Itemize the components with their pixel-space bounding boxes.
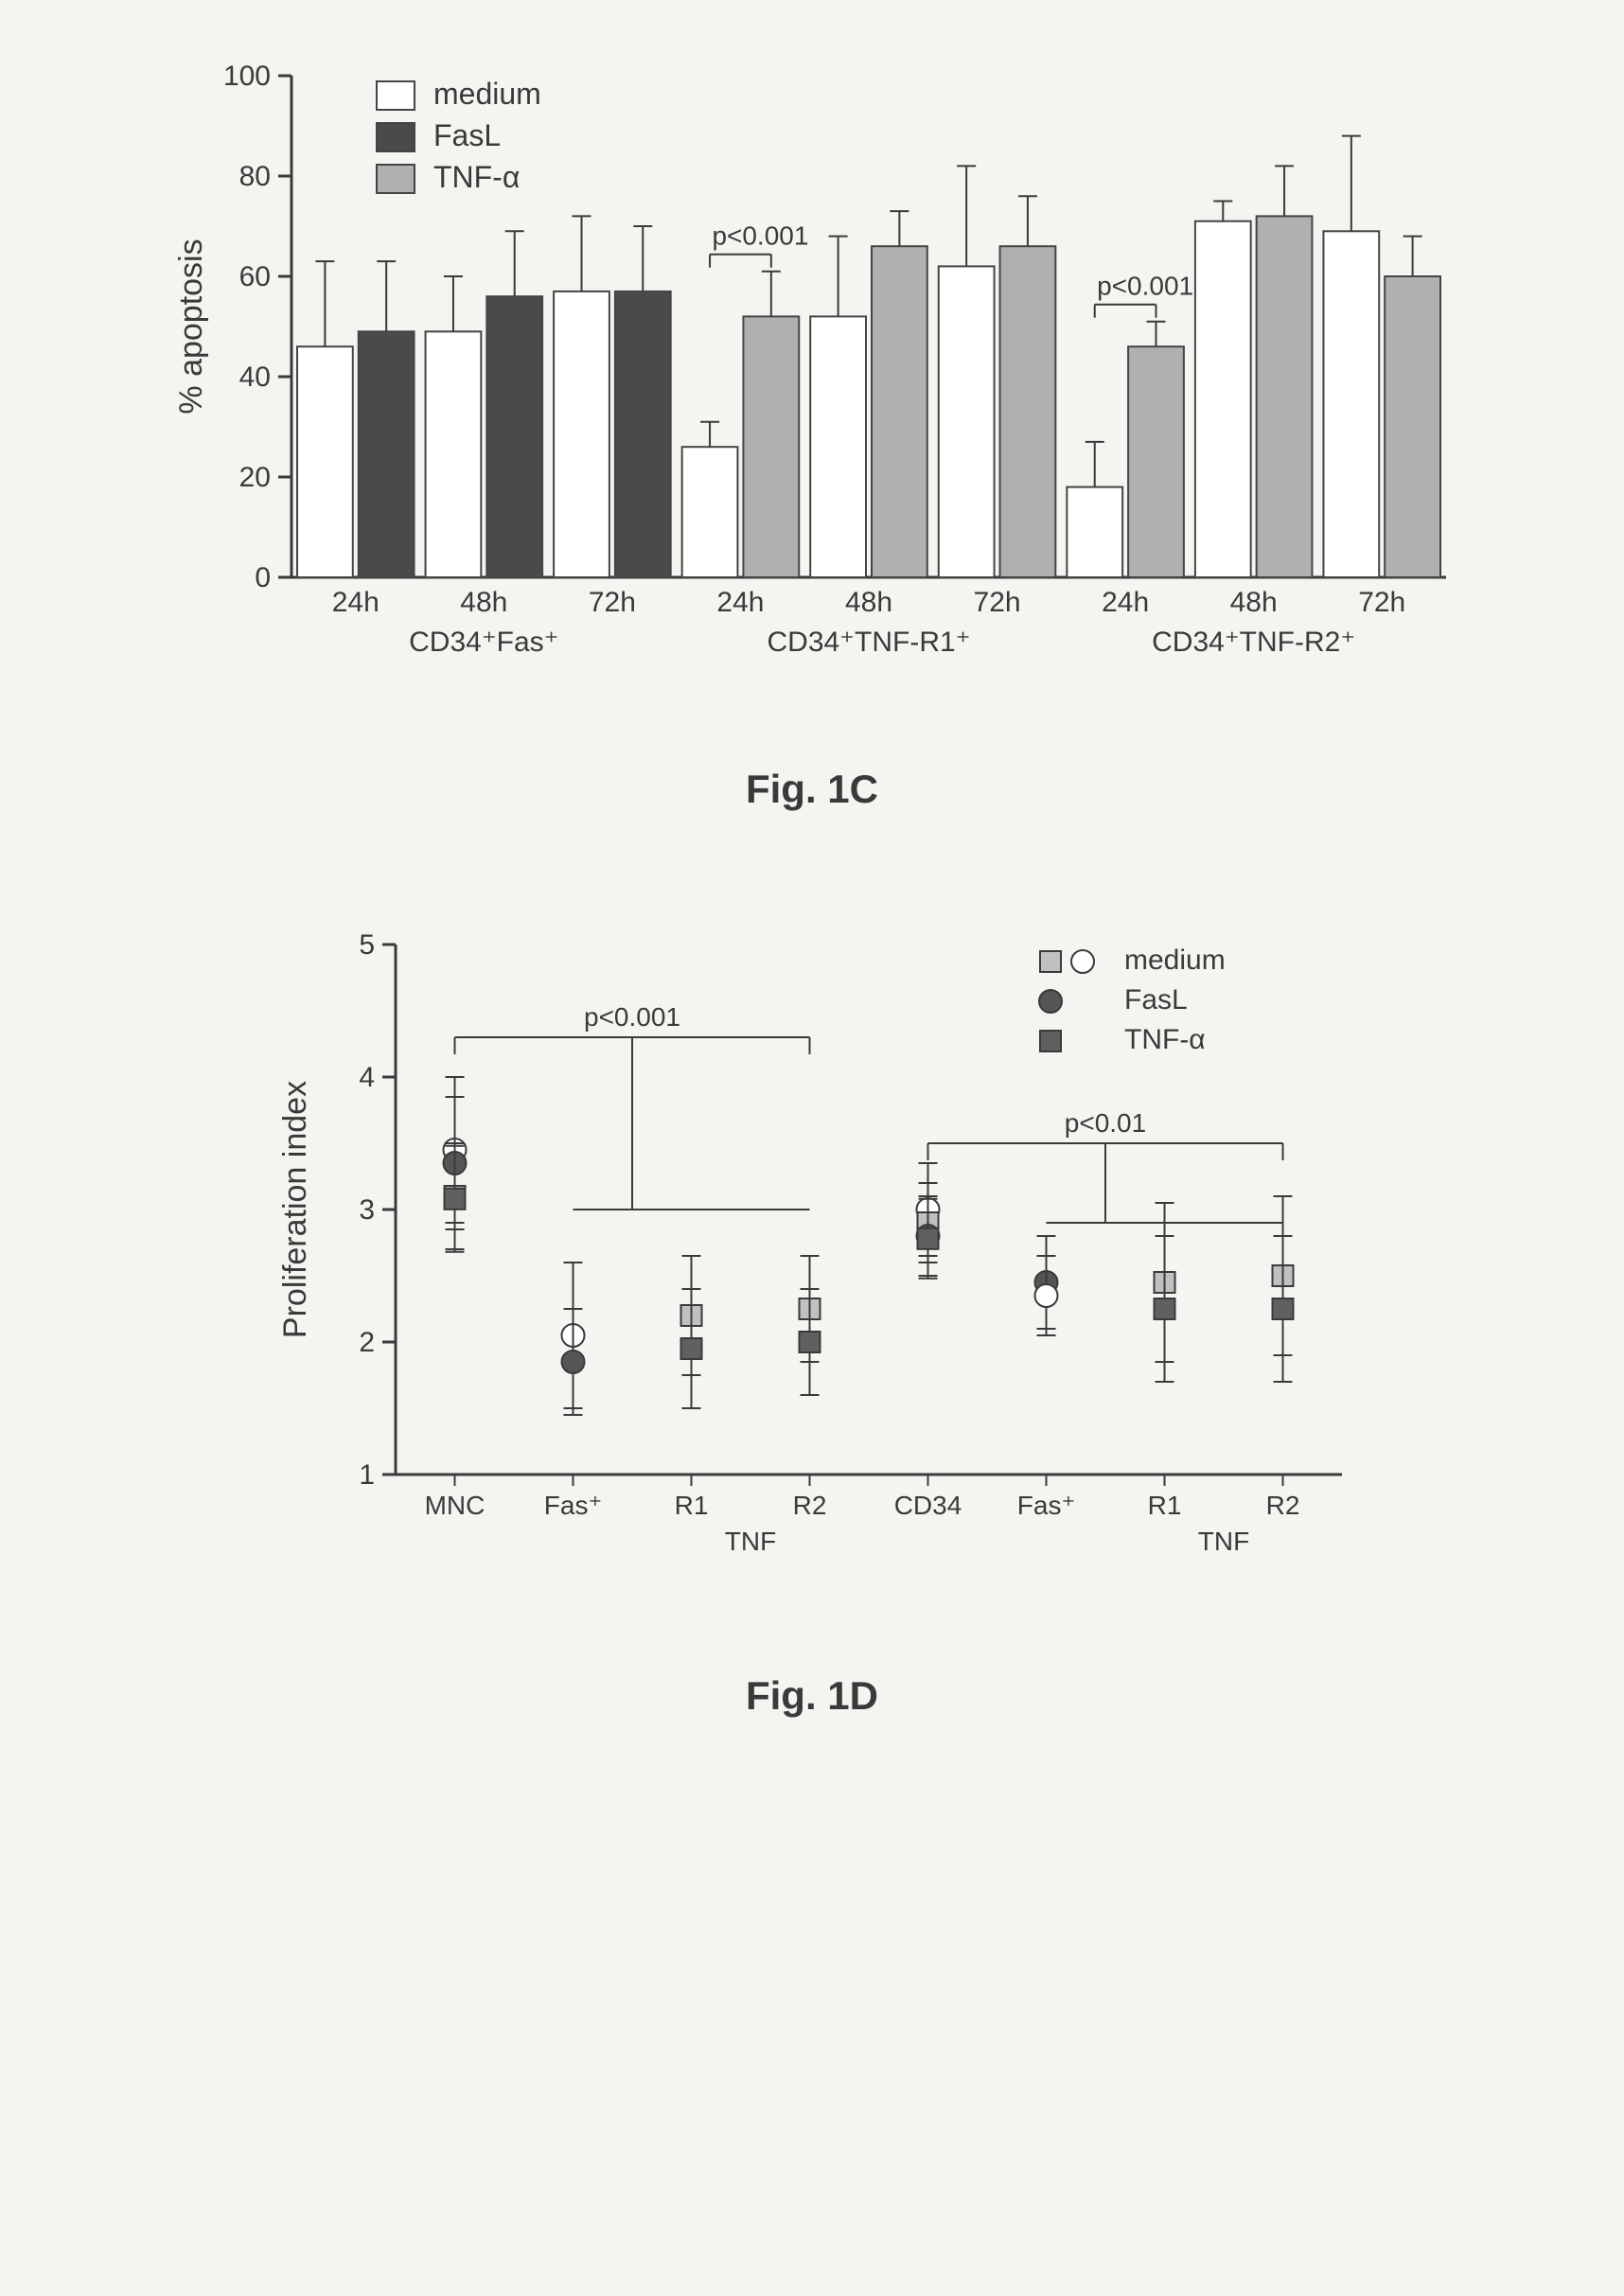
xtick-label: 48h: [845, 587, 892, 618]
bar: [615, 291, 671, 577]
data-point: [562, 1351, 585, 1373]
bar: [743, 316, 799, 577]
xtick-label: Fas⁺: [544, 1491, 602, 1520]
xtick-label: R1: [1148, 1491, 1182, 1520]
sig-label: p<0.01: [1065, 1108, 1146, 1138]
y-axis-label: Proliferation index: [277, 1081, 313, 1338]
data-point: [1273, 1298, 1294, 1319]
data-point: [1039, 990, 1062, 1013]
ytick-label: 60: [239, 261, 271, 292]
xtick-label: 48h: [460, 587, 507, 618]
xtick-label: 24h: [332, 587, 380, 618]
y-axis-label: % apoptosis: [173, 238, 209, 414]
figure-1c-container: 0 20 40 60 80 100 % apoptosis 24h 48h 72h CD34⁺Fas…: [38, 38, 1586, 812]
bar: [682, 447, 738, 577]
legend-label: medium: [1124, 945, 1226, 976]
ytick-label: 20: [239, 462, 271, 493]
bar: [1385, 276, 1440, 577]
legend-label: FasL: [1124, 984, 1188, 1016]
group-label: CD34⁺Fas⁺: [409, 627, 558, 658]
ytick-label: 4: [359, 1062, 375, 1093]
xtick-label: R1: [675, 1491, 709, 1520]
bar: [1067, 487, 1122, 577]
ytick-label: 40: [239, 362, 271, 393]
data-point: [1071, 950, 1094, 973]
bar: [1128, 346, 1184, 577]
bar: [1323, 231, 1379, 577]
data-point: [918, 1228, 939, 1249]
bar: [810, 316, 866, 577]
xtick-label: 72h: [589, 587, 636, 618]
bar: [359, 331, 415, 577]
xtick-label: Fas⁺: [1017, 1491, 1075, 1520]
bar: [1000, 246, 1056, 577]
data-point: [445, 1189, 466, 1210]
data-point: [1040, 951, 1061, 972]
group-label: CD34⁺TNF-R1⁺: [767, 627, 970, 658]
bar: [1257, 216, 1313, 577]
tnf-label: TNF: [1198, 1527, 1249, 1556]
ytick-label: 80: [239, 161, 271, 192]
bar: [297, 346, 353, 577]
xtick-label: 24h: [716, 587, 764, 618]
xtick-label: CD34: [894, 1491, 962, 1520]
xtick-label: 72h: [974, 587, 1021, 618]
legend-swatch: [377, 123, 415, 151]
ytick-label: 3: [359, 1194, 375, 1226]
bar: [872, 246, 927, 577]
scatter-chart-1d: 1 2 3 4 5 Proliferation index MNC Fas⁺ R1 R2 CD34 F…: [244, 907, 1380, 1626]
xtick-label: 48h: [1230, 587, 1278, 618]
data-point: [1155, 1298, 1175, 1319]
ytick-label: 0: [255, 562, 271, 593]
legend-swatch: [377, 81, 415, 110]
caption-1d: Fig. 1D: [38, 1673, 1586, 1719]
data-point: [800, 1332, 821, 1352]
sig-label: p<0.001: [712, 221, 808, 251]
bar: [939, 266, 995, 577]
xtick-label: 72h: [1358, 587, 1405, 618]
group-label: CD34⁺TNF-R2⁺: [1152, 627, 1355, 658]
bar: [486, 296, 542, 577]
xtick-label: R2: [793, 1491, 827, 1520]
sig-label: p<0.001: [584, 1002, 680, 1032]
legend-label: TNF-α: [1124, 1024, 1206, 1055]
legend-label: TNF-α: [433, 160, 520, 194]
legend-label: medium: [433, 77, 541, 111]
legend-label: FasL: [433, 118, 501, 152]
bar: [554, 291, 609, 577]
ytick-label: 100: [223, 61, 271, 92]
bar: [1195, 221, 1251, 577]
tnf-label: TNF: [725, 1527, 776, 1556]
sig-label: p<0.001: [1097, 272, 1193, 301]
caption-1c: Fig. 1C: [38, 767, 1586, 812]
figure-1d-container: 1 2 3 4 5 Proliferation index MNC Fas⁺ R1 R2 CD34 F…: [38, 907, 1586, 1719]
xtick-label: 24h: [1102, 587, 1149, 618]
ytick-label: 1: [359, 1459, 375, 1491]
xtick-label: R2: [1266, 1491, 1300, 1520]
data-point: [1035, 1284, 1058, 1307]
bar-chart-1c: 0 20 40 60 80 100 % apoptosis 24h 48h 72h CD34⁺Fas…: [150, 38, 1474, 719]
ytick-label: 5: [359, 929, 375, 961]
bar: [426, 331, 482, 577]
xtick-label: MNC: [425, 1491, 485, 1520]
ytick-label: 2: [359, 1327, 375, 1358]
data-point: [681, 1338, 702, 1359]
data-point: [1040, 1031, 1061, 1051]
legend-swatch: [377, 165, 415, 193]
